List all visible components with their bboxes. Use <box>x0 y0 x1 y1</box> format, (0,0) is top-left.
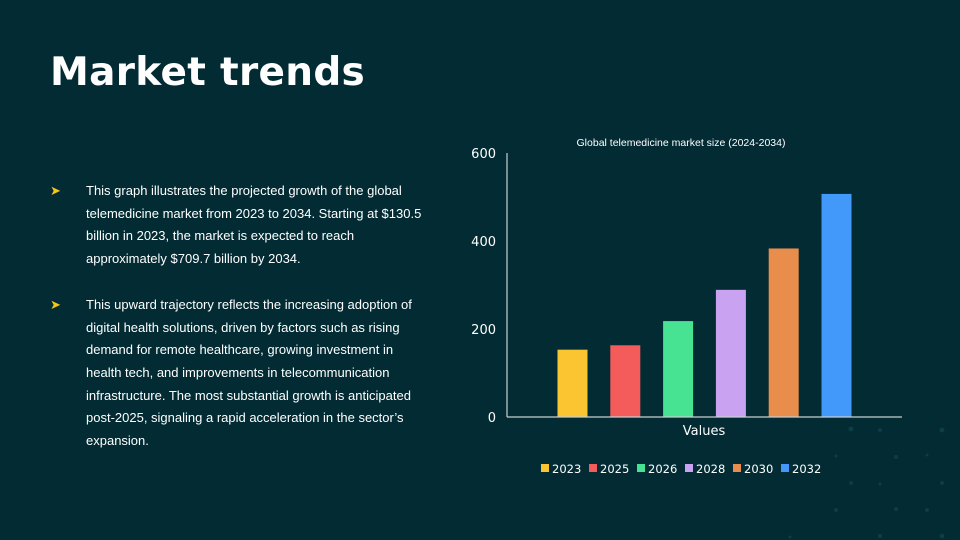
legend-label-2030: 2030 <box>744 462 773 476</box>
bar-2028 <box>715 289 746 417</box>
legend-swatch-2025 <box>589 464 597 472</box>
x-axis-label: Values <box>683 424 726 439</box>
bar-2030 <box>768 248 799 417</box>
bullet-item: ➤ This upward trajectory reflects the in… <box>50 294 430 453</box>
legend-label-2028: 2028 <box>696 462 725 476</box>
chart-title: Global telemedicine market size (2024-20… <box>577 137 786 149</box>
bars <box>557 193 852 417</box>
bar-2026 <box>663 321 694 417</box>
y-axis: 0 200 400 600 <box>471 147 496 426</box>
legend-label-2032: 2032 <box>792 462 821 476</box>
legend-swatch-2026 <box>637 464 645 472</box>
bullet-list: ➤ This graph illustrates the projected g… <box>50 180 430 476</box>
legend-label-2026: 2026 <box>648 462 677 476</box>
y-tick-label: 200 <box>471 323 496 338</box>
legend-label-2023: 2023 <box>552 462 581 476</box>
arrow-bullet-icon: ➤ <box>50 296 61 312</box>
arrow-bullet-icon: ➤ <box>50 183 61 198</box>
legend-swatch-2032 <box>781 464 789 472</box>
legend-swatch-2030 <box>733 464 741 472</box>
bullet-text: This graph illustrates the projected gro… <box>86 183 422 267</box>
legend: 2023 2025 2026 2028 2030 2032 <box>541 462 821 476</box>
bullet-item: ➤ This graph illustrates the projected g… <box>50 180 430 271</box>
y-tick-label: 0 <box>488 411 496 426</box>
slide-title: Market trends <box>50 50 366 95</box>
bar-2032 <box>821 193 852 417</box>
legend-swatch-2028 <box>685 464 693 472</box>
bar-2023 <box>557 349 588 417</box>
y-tick-label: 400 <box>471 235 496 250</box>
bullet-text: This upward trajectory reflects the incr… <box>86 296 412 449</box>
legend-label-2025: 2025 <box>600 462 629 476</box>
legend-swatch-2023 <box>541 464 549 472</box>
y-tick-label: 600 <box>471 147 496 162</box>
bar-2025 <box>610 345 641 417</box>
